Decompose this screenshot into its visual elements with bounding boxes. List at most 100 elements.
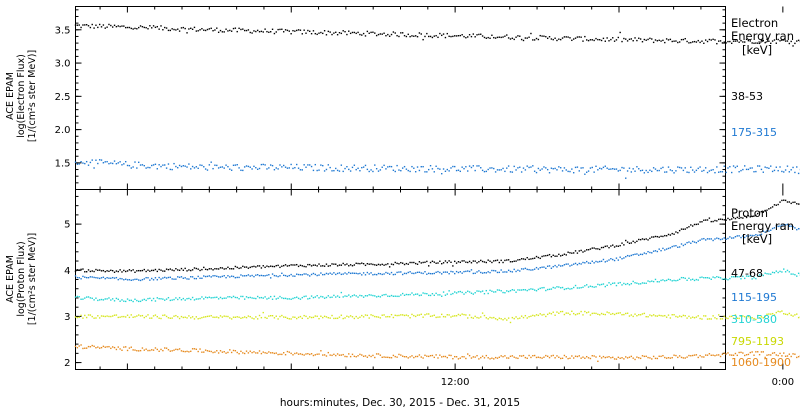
data-point (80, 278, 82, 280)
data-point (455, 35, 458, 37)
data-point (509, 355, 512, 358)
data-point (723, 237, 725, 239)
data-point (610, 38, 612, 41)
data-point (219, 296, 222, 299)
data-point (673, 279, 675, 282)
data-point (206, 315, 209, 318)
data-point (268, 315, 270, 317)
data-point (375, 296, 378, 298)
data-point (249, 315, 251, 318)
data-point (604, 245, 606, 248)
data-point (206, 275, 209, 278)
data-point (204, 296, 207, 298)
data-point (580, 310, 582, 313)
data-point (203, 29, 205, 31)
data-point (121, 278, 123, 280)
data-point (151, 277, 153, 280)
data-point (537, 288, 540, 291)
data-point (779, 201, 781, 203)
data-point (199, 29, 201, 31)
data-point (500, 169, 502, 171)
data-point (230, 275, 233, 277)
data-point (476, 354, 478, 357)
data-point (296, 29, 298, 32)
data-point (435, 354, 437, 356)
electron-ylabel-line-1: ACE EPAM (5, 72, 16, 120)
data-point (175, 278, 177, 280)
data-point (288, 351, 290, 353)
data-point (517, 317, 519, 320)
data-point (634, 358, 636, 361)
data-point (361, 262, 363, 264)
data-point (258, 350, 261, 352)
data-point (483, 357, 486, 359)
data-point (636, 356, 638, 358)
legend-entry-electron-175-315: 175-315 (731, 126, 777, 139)
data-point (504, 170, 506, 173)
data-point (599, 248, 601, 251)
data-point (658, 281, 660, 283)
data-point (520, 171, 523, 173)
data-point (708, 353, 711, 355)
data-point (184, 165, 186, 167)
data-point (212, 269, 214, 271)
data-point (409, 261, 411, 264)
data-point (768, 208, 770, 210)
data-point (82, 298, 84, 300)
data-point (498, 289, 501, 291)
data-point (656, 315, 659, 317)
data-point (138, 300, 140, 303)
data-point (431, 260, 434, 262)
data-point (204, 168, 207, 170)
data-point (413, 356, 415, 359)
data-point (145, 26, 147, 29)
data-point (740, 169, 742, 172)
data-point (493, 260, 495, 262)
data-point (296, 317, 298, 320)
data-point (533, 39, 536, 41)
data-point (411, 272, 413, 275)
data-point (770, 354, 772, 356)
data-point (654, 39, 657, 41)
data-point (533, 257, 536, 259)
data-point (487, 271, 489, 273)
data-point (656, 357, 659, 360)
data-point (731, 276, 733, 278)
data-point (124, 26, 127, 29)
data-point (481, 290, 484, 292)
data-point (108, 23, 110, 26)
data-point (177, 298, 179, 301)
data-point (561, 310, 564, 313)
data-point (628, 284, 631, 286)
data-point (630, 38, 633, 40)
data-point (623, 257, 625, 259)
data-point (383, 164, 385, 167)
data-point (541, 168, 543, 170)
data-point (260, 296, 263, 299)
data-point (251, 32, 253, 34)
data-point (641, 41, 644, 43)
data-point (755, 233, 757, 236)
data-point (243, 29, 246, 32)
data-point (613, 358, 616, 360)
data-point (476, 271, 478, 273)
data-point (381, 33, 383, 35)
data-point (517, 35, 519, 37)
data-point (78, 345, 80, 347)
data-point (78, 316, 80, 318)
data-point (269, 277, 272, 279)
data-point (361, 274, 363, 276)
data-point (375, 264, 378, 266)
data-point (554, 264, 556, 267)
data-point (586, 312, 588, 314)
data-point (104, 277, 106, 280)
data-point (548, 356, 551, 359)
data-point (688, 277, 690, 279)
data-point (428, 294, 430, 297)
data-point (712, 315, 714, 317)
data-point (121, 299, 123, 301)
data-point (729, 218, 731, 221)
data-point (725, 219, 727, 221)
data-point (82, 347, 84, 350)
data-point (563, 253, 566, 255)
